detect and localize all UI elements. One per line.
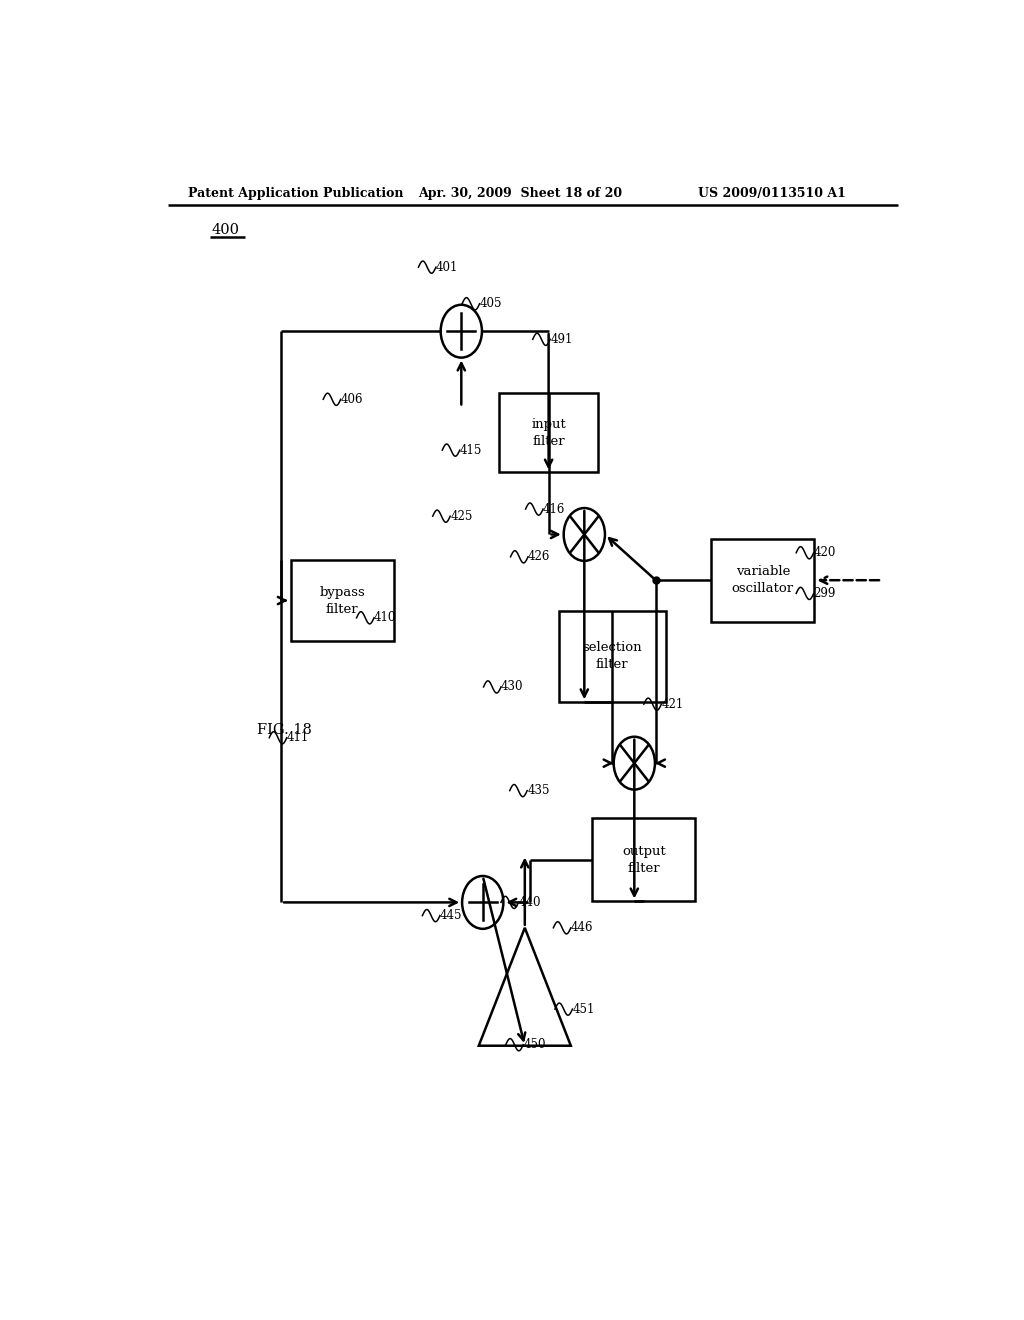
Bar bbox=[592, 818, 695, 902]
Text: 450: 450 bbox=[523, 1039, 546, 1051]
Bar bbox=[291, 560, 394, 642]
Text: 435: 435 bbox=[527, 784, 550, 797]
Text: 446: 446 bbox=[570, 921, 593, 935]
Text: output
filter: output filter bbox=[622, 845, 666, 875]
Text: 416: 416 bbox=[543, 503, 565, 516]
Text: 491: 491 bbox=[550, 333, 572, 346]
Text: 426: 426 bbox=[528, 550, 550, 564]
Text: 445: 445 bbox=[440, 909, 463, 923]
Text: 430: 430 bbox=[501, 680, 523, 693]
Text: 415: 415 bbox=[460, 444, 482, 457]
Text: 421: 421 bbox=[662, 698, 684, 710]
Text: 420: 420 bbox=[814, 546, 836, 560]
Text: 401: 401 bbox=[436, 260, 459, 273]
Text: 451: 451 bbox=[572, 1003, 595, 1015]
Text: 410: 410 bbox=[374, 611, 396, 624]
Text: 405: 405 bbox=[479, 297, 502, 310]
Text: bypass
filter: bypass filter bbox=[319, 586, 366, 615]
Text: Apr. 30, 2009  Sheet 18 of 20: Apr. 30, 2009 Sheet 18 of 20 bbox=[418, 187, 622, 199]
Bar bbox=[499, 393, 598, 473]
Text: 406: 406 bbox=[341, 393, 364, 405]
Text: 425: 425 bbox=[451, 510, 473, 523]
Text: input
filter: input filter bbox=[531, 418, 566, 447]
Text: 400: 400 bbox=[211, 223, 240, 236]
Text: 440: 440 bbox=[518, 896, 541, 909]
Text: Patent Application Publication: Patent Application Publication bbox=[187, 187, 403, 199]
Text: selection
filter: selection filter bbox=[583, 642, 642, 672]
Text: 299: 299 bbox=[814, 587, 836, 599]
Text: 411: 411 bbox=[287, 731, 309, 744]
Bar bbox=[558, 611, 666, 702]
Text: FIG. 18: FIG. 18 bbox=[257, 722, 311, 737]
Text: US 2009/0113510 A1: US 2009/0113510 A1 bbox=[697, 187, 846, 199]
Bar bbox=[712, 539, 814, 622]
Text: variable
oscillator: variable oscillator bbox=[732, 565, 794, 595]
